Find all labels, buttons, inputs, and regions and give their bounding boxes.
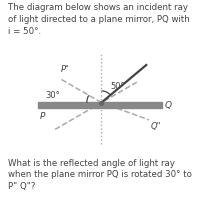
Text: The diagram below shows an incident ray
of light directed to a plane mirror, PQ : The diagram below shows an incident ray … <box>8 3 190 36</box>
Text: P": P" <box>61 65 70 74</box>
Text: Q": Q" <box>151 122 162 131</box>
Text: What is the reflected angle of light ray
when the plane mirror PQ is rotated 30°: What is the reflected angle of light ray… <box>8 159 192 191</box>
Text: 50°: 50° <box>110 81 125 91</box>
Text: Q: Q <box>165 101 172 110</box>
Text: P: P <box>39 112 45 121</box>
Text: 30°: 30° <box>46 91 61 100</box>
Polygon shape <box>38 102 162 108</box>
